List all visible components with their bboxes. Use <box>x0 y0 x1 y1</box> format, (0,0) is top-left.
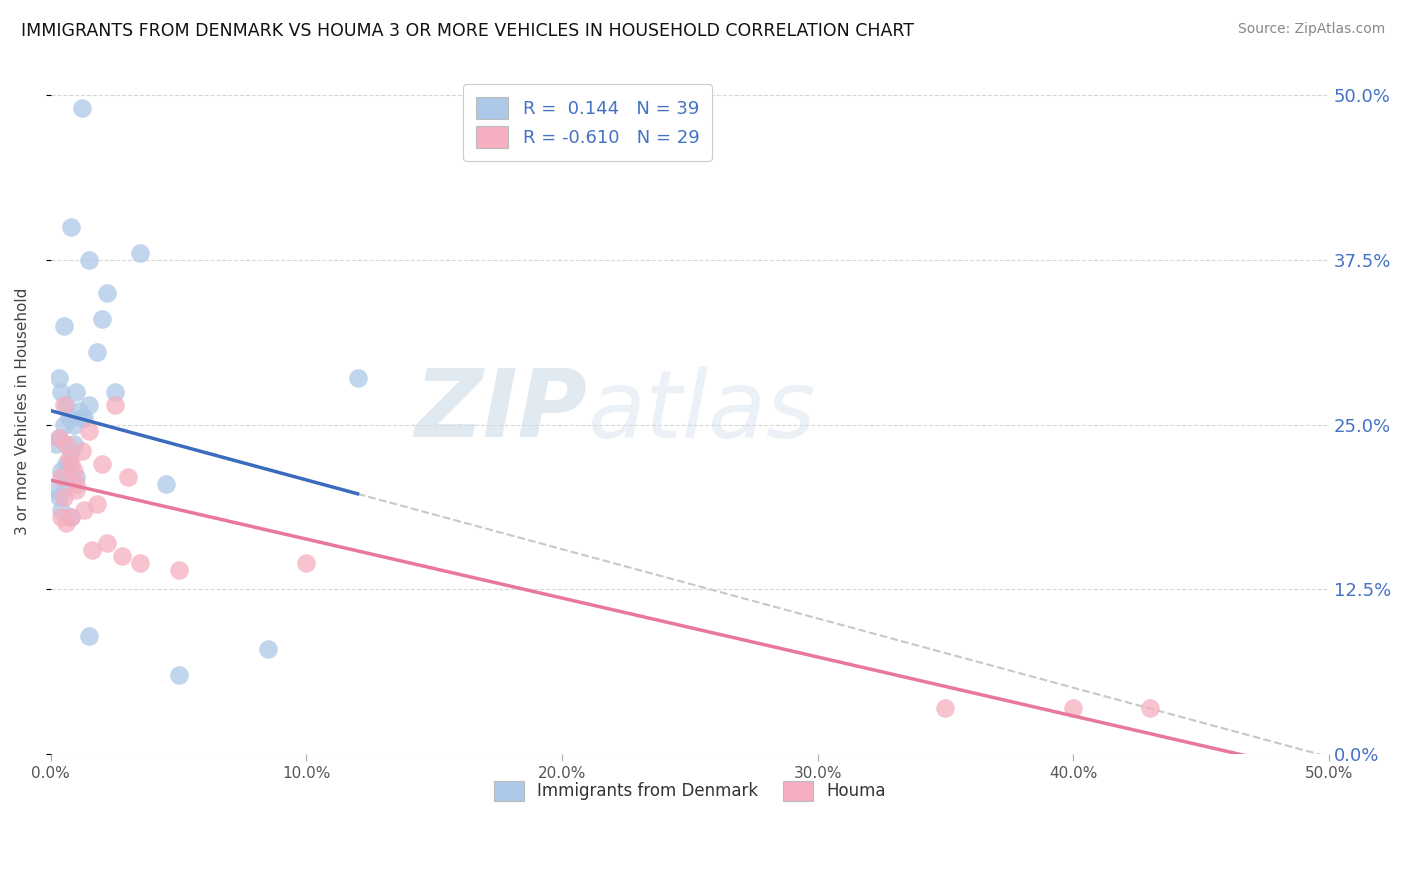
Point <box>1139 701 1161 715</box>
Point <box>70 101 93 115</box>
Point <box>65 470 87 484</box>
Text: ZIP: ZIP <box>415 366 588 458</box>
Point <box>67 404 90 418</box>
Point <box>60 509 83 524</box>
Point <box>934 701 956 715</box>
Point <box>96 536 118 550</box>
Point <box>257 641 280 656</box>
Point <box>155 476 177 491</box>
Point <box>91 312 114 326</box>
Point <box>96 285 118 300</box>
Point <box>1062 701 1084 715</box>
Point <box>52 398 75 412</box>
Point <box>63 417 86 432</box>
Legend: Immigrants from Denmark, Houma: Immigrants from Denmark, Houma <box>481 767 900 814</box>
Point <box>91 457 114 471</box>
Point <box>104 384 127 399</box>
Point <box>48 490 70 504</box>
Point <box>63 437 86 451</box>
Point <box>48 431 70 445</box>
Point <box>65 483 87 498</box>
Point <box>49 509 72 524</box>
Point <box>55 398 77 412</box>
Point <box>60 509 83 524</box>
Point <box>80 542 103 557</box>
Point <box>52 417 75 432</box>
Point <box>104 398 127 412</box>
Point <box>167 563 190 577</box>
Point <box>49 384 72 399</box>
Point <box>55 516 77 531</box>
Point <box>86 497 108 511</box>
Point <box>65 476 87 491</box>
Point <box>129 556 152 570</box>
Point <box>52 490 75 504</box>
Point <box>48 371 70 385</box>
Point <box>129 246 152 260</box>
Point <box>63 464 86 478</box>
Text: Source: ZipAtlas.com: Source: ZipAtlas.com <box>1237 22 1385 37</box>
Point <box>55 476 77 491</box>
Point <box>86 345 108 359</box>
Text: atlas: atlas <box>588 366 815 457</box>
Point <box>55 437 77 451</box>
Y-axis label: 3 or more Vehicles in Household: 3 or more Vehicles in Household <box>15 288 30 535</box>
Point <box>60 219 83 234</box>
Point <box>111 549 134 564</box>
Point <box>73 411 96 425</box>
Point <box>70 411 93 425</box>
Point <box>58 411 80 425</box>
Point <box>117 470 139 484</box>
Point <box>49 464 72 478</box>
Point <box>65 384 87 399</box>
Point <box>52 470 75 484</box>
Point <box>45 483 67 498</box>
Point <box>60 444 83 458</box>
Point <box>77 424 100 438</box>
Point <box>48 431 70 445</box>
Point <box>58 450 80 465</box>
Point <box>77 398 100 412</box>
Point <box>52 318 75 333</box>
Point <box>49 503 72 517</box>
Point <box>49 470 72 484</box>
Point <box>77 628 100 642</box>
Point <box>77 252 100 267</box>
Point <box>167 668 190 682</box>
Point <box>346 371 368 385</box>
Point <box>60 457 83 471</box>
Point <box>58 457 80 471</box>
Point <box>55 457 77 471</box>
Point <box>73 503 96 517</box>
Point <box>45 437 67 451</box>
Text: IMMIGRANTS FROM DENMARK VS HOUMA 3 OR MORE VEHICLES IN HOUSEHOLD CORRELATION CHA: IMMIGRANTS FROM DENMARK VS HOUMA 3 OR MO… <box>21 22 914 40</box>
Point <box>70 444 93 458</box>
Point <box>295 556 318 570</box>
